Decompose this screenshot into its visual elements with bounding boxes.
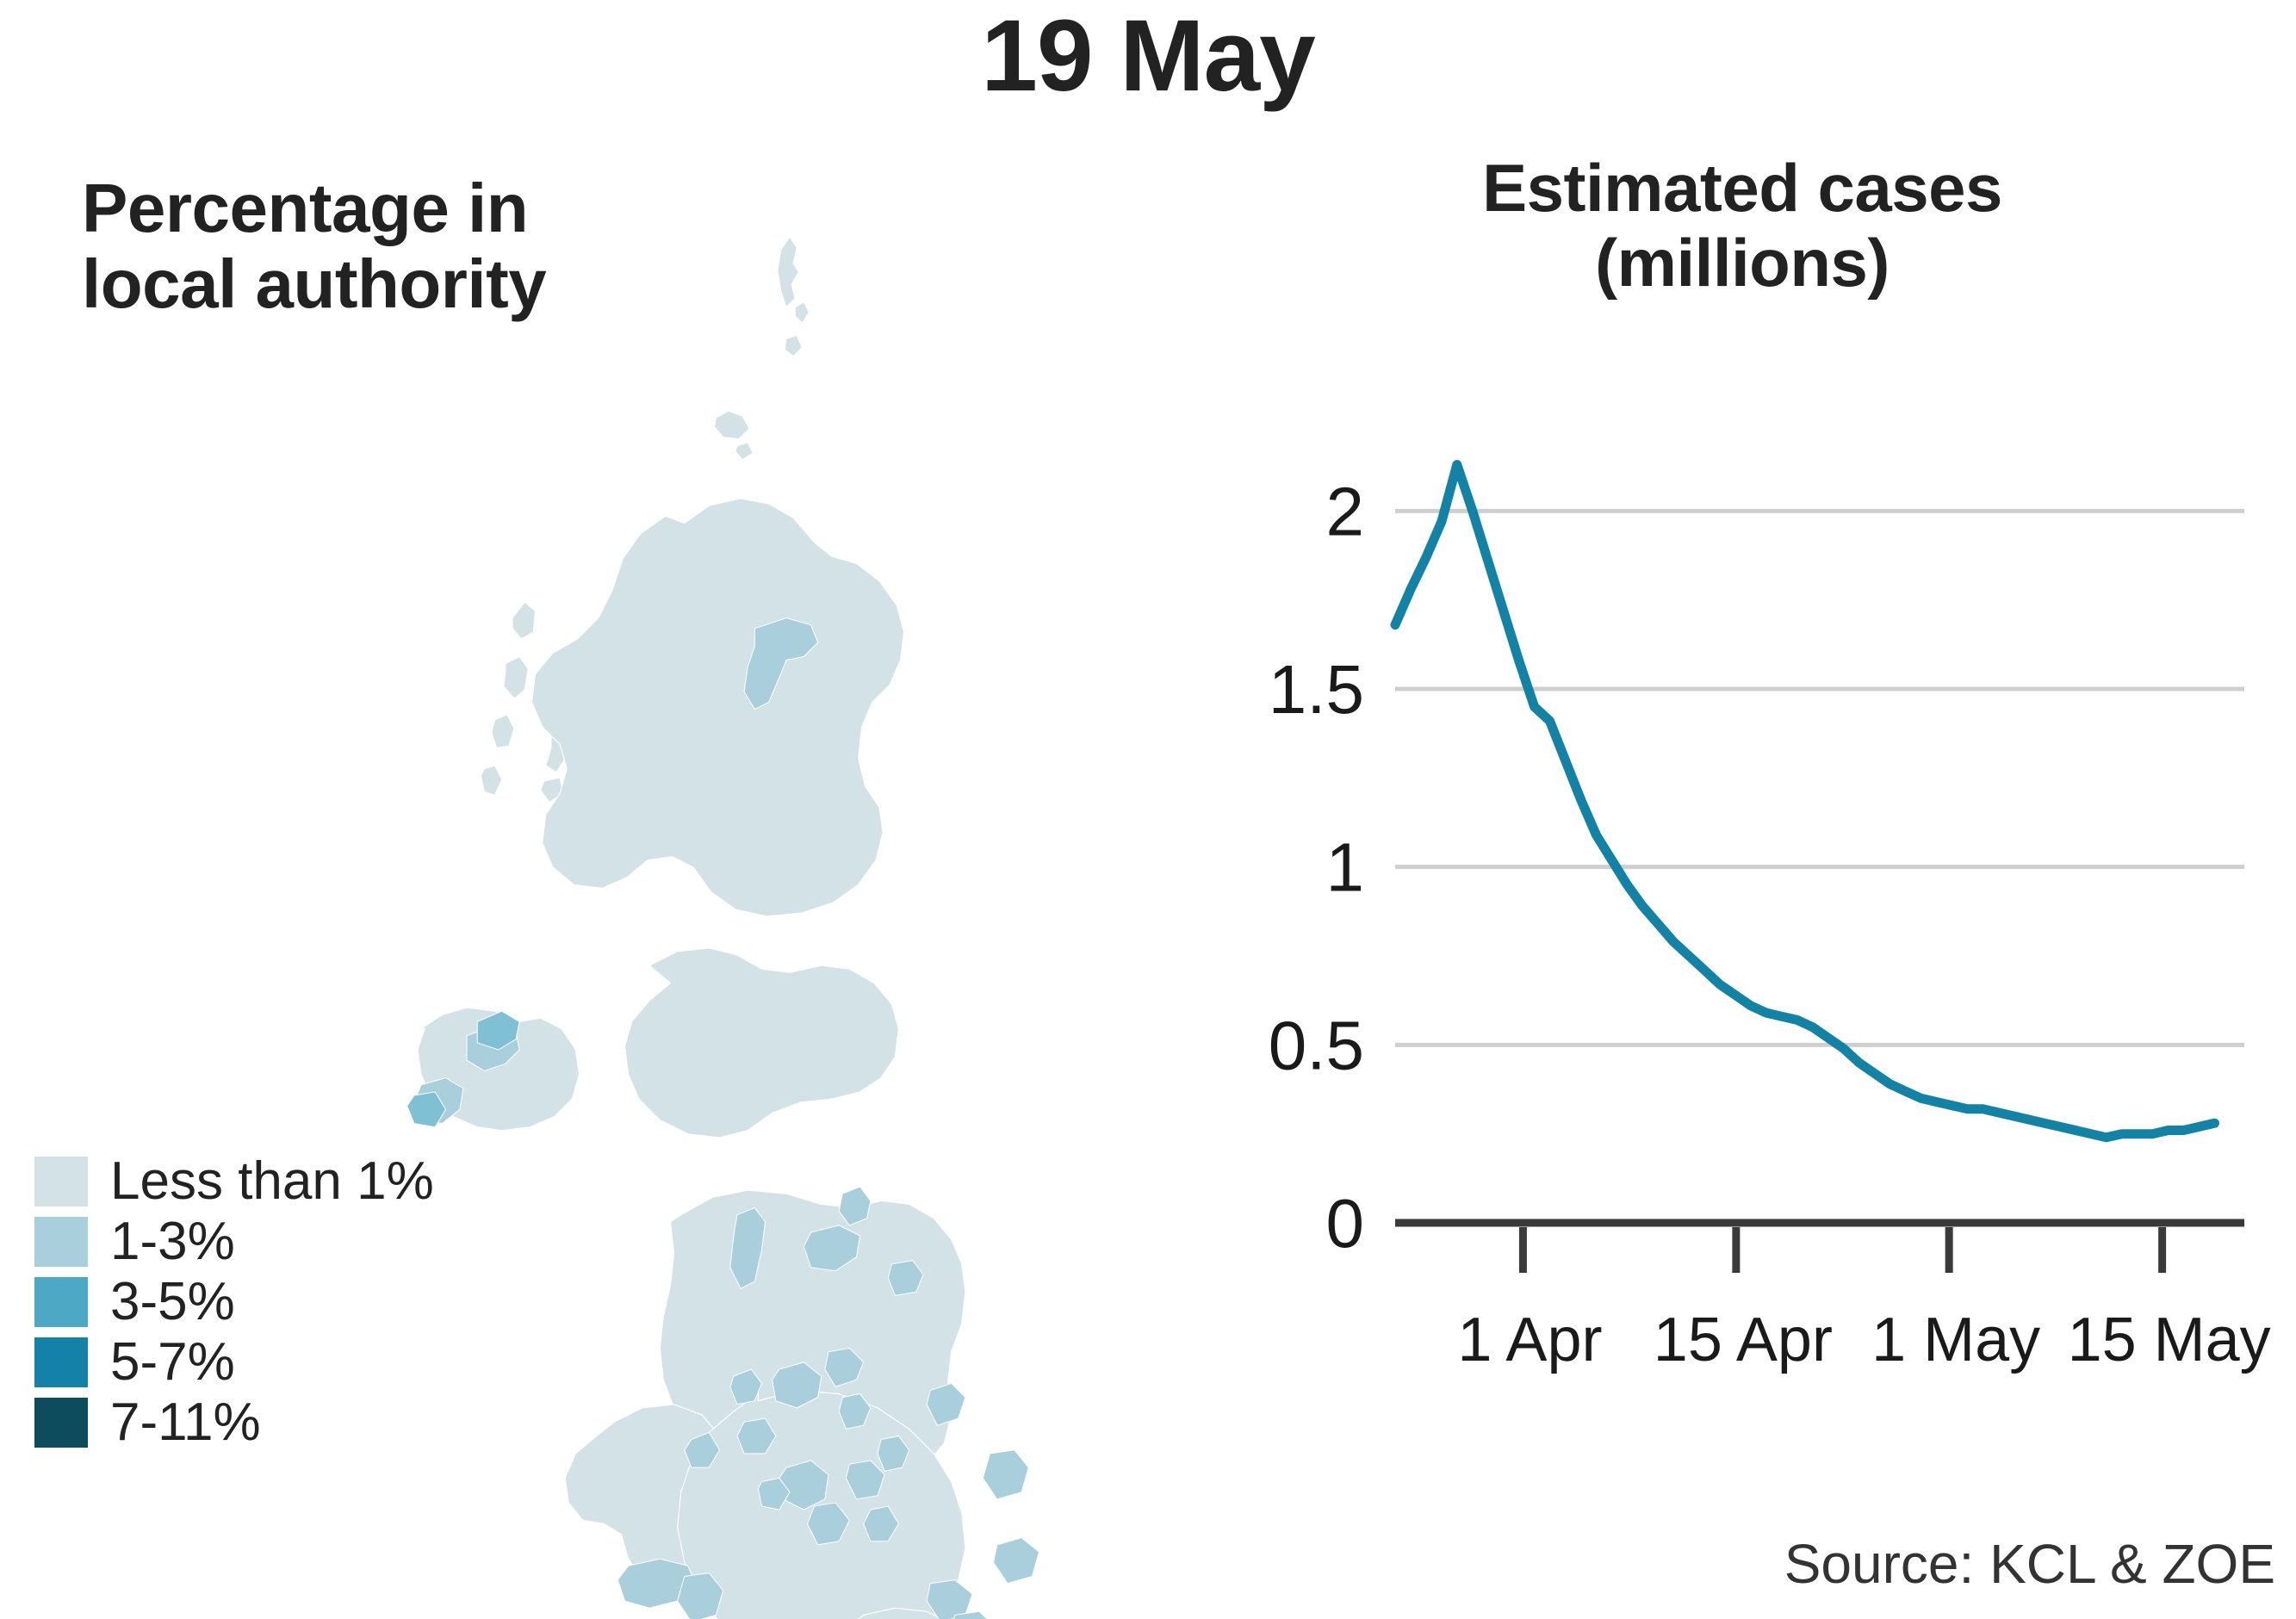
x-axis-tick-label: 15 May bbox=[2068, 1306, 2271, 1374]
la-north-wales bbox=[684, 1431, 721, 1468]
la-antrim bbox=[476, 1010, 520, 1051]
legend-label: 3-5% bbox=[110, 1272, 235, 1331]
chart-title-line-1: Estimated cases bbox=[1482, 150, 2002, 226]
la-coventry bbox=[806, 1502, 850, 1546]
la-liverpool bbox=[729, 1368, 763, 1405]
la-manchester bbox=[772, 1362, 822, 1409]
legend-label: 1-3% bbox=[110, 1212, 235, 1271]
legend-swatch-icon bbox=[34, 1398, 88, 1448]
legend-swatch-icon bbox=[34, 1157, 88, 1206]
chart-panel: Estimated cases (millions) 0 0.5 1 1.5 2 1 A… bbox=[1188, 103, 2296, 1615]
chart-y-axis: 0 0.5 1 1.5 2 bbox=[1269, 473, 1364, 1262]
legend-item[interactable]: 7-11% bbox=[34, 1395, 439, 1450]
map-title-line-1: Percentage in bbox=[82, 170, 529, 246]
region-orkney bbox=[713, 410, 754, 461]
region-scotland-mainland bbox=[531, 498, 905, 917]
la-lincolnshire bbox=[926, 1382, 966, 1426]
chart-x-axis: 1 Apr 15 Apr 1 May 15 May bbox=[1457, 1227, 2271, 1374]
la-durham bbox=[803, 1225, 861, 1272]
la-aberdeenshire bbox=[743, 617, 819, 710]
la-essex bbox=[992, 1537, 1040, 1585]
chart-gridlines bbox=[1395, 508, 2244, 1047]
region-scotland-south bbox=[624, 947, 900, 1138]
la-cheshire bbox=[736, 1417, 777, 1455]
chart-series bbox=[1390, 460, 2219, 1143]
legend-item[interactable]: 3-5% bbox=[34, 1275, 439, 1330]
la-leicester bbox=[845, 1460, 885, 1500]
map-legend: Less than 1% 1-3% 3-5% 5-7% 7-11% bbox=[34, 1154, 439, 1455]
chart-source-note: Source: KCL & ZOE bbox=[1784, 1533, 2275, 1595]
la-north-yorks-coast bbox=[887, 1260, 924, 1296]
uk-map-svg bbox=[406, 236, 1040, 1619]
legend-swatch-icon bbox=[34, 1277, 88, 1327]
legend-item[interactable]: 1-3% bbox=[34, 1214, 439, 1269]
x-axis-tick-label: 1 May bbox=[1871, 1306, 2040, 1374]
legend-item[interactable]: 5-7% bbox=[34, 1335, 439, 1390]
chart-title: Estimated cases (millions) bbox=[1188, 150, 2296, 301]
legend-swatch-icon bbox=[34, 1337, 88, 1387]
y-axis-tick-label: 1 bbox=[1326, 829, 1365, 906]
la-stoke bbox=[757, 1477, 791, 1510]
map-title: Percentage in local authority bbox=[82, 171, 736, 322]
y-axis-tick-label: 0 bbox=[1326, 1185, 1365, 1262]
chart-title-line-2: (millions) bbox=[1595, 225, 1890, 301]
x-axis-tick-label: 1 Apr bbox=[1457, 1306, 1602, 1374]
la-west-fermanagh bbox=[406, 1091, 447, 1128]
map-base-layer bbox=[417, 236, 966, 1619]
chart-svg: 0 0.5 1 1.5 2 1 Apr 15 Apr 1 May 15 May bbox=[1269, 460, 2271, 1374]
la-norwich bbox=[982, 1449, 1029, 1500]
legend-item[interactable]: Less than 1% bbox=[34, 1154, 439, 1209]
series-line-estimated-cases bbox=[1390, 460, 2219, 1143]
map-highlight-layer-3-5 bbox=[406, 1010, 520, 1128]
legend-swatch-icon bbox=[34, 1217, 88, 1267]
la-newcastle bbox=[838, 1186, 872, 1226]
x-axis-tick-label: 15 Apr bbox=[1654, 1306, 1833, 1374]
map-panel: Percentage in local authority bbox=[0, 103, 1188, 1619]
y-axis-tick-label: 1.5 bbox=[1269, 651, 1364, 728]
la-sheffield bbox=[838, 1393, 872, 1430]
la-northampton bbox=[863, 1505, 900, 1542]
map-title-line-2: local authority bbox=[82, 245, 547, 322]
y-axis-tick-label: 2 bbox=[1326, 473, 1365, 549]
legend-label: 7-11% bbox=[110, 1393, 261, 1452]
la-cumbria bbox=[729, 1206, 766, 1289]
la-nottingham bbox=[877, 1435, 910, 1472]
page-title: 19 May bbox=[981, 0, 1316, 113]
estimated-cases-line-chart[interactable]: 0 0.5 1 1.5 2 1 Apr 15 Apr 1 May 15 May bbox=[1188, 396, 2296, 1516]
region-shetland bbox=[777, 236, 810, 357]
legend-label: 5-7% bbox=[110, 1332, 235, 1392]
uk-choropleth-map[interactable] bbox=[284, 207, 1197, 1619]
y-axis-tick-label: 0.5 bbox=[1269, 1007, 1364, 1083]
la-leeds bbox=[824, 1347, 865, 1387]
legend-label: Less than 1% bbox=[110, 1151, 434, 1211]
region-outer-hebrides bbox=[480, 601, 537, 797]
